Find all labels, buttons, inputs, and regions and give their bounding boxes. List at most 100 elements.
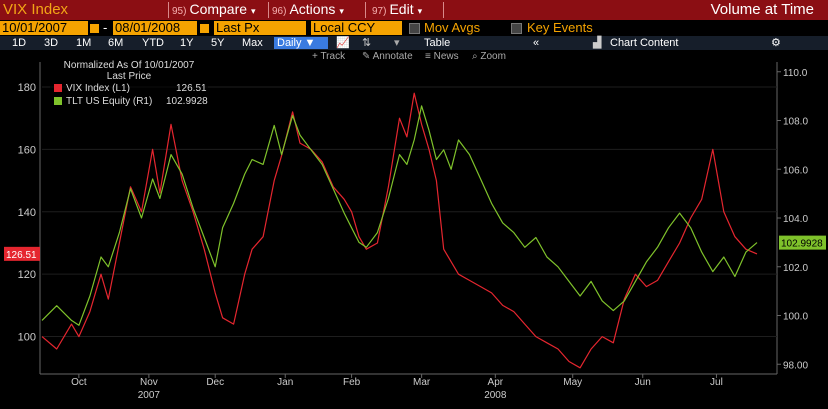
chart-content-icon: ▟ bbox=[593, 37, 602, 49]
price-field-select[interactable]: Last Px bbox=[214, 21, 306, 35]
series-lines bbox=[41, 92, 758, 369]
legend-vix-row[interactable]: VIX Index (L1) 126.51 bbox=[54, 83, 207, 94]
x-tick-label: Oct bbox=[71, 377, 87, 388]
end-date-field[interactable]: 08/01/2008 bbox=[113, 21, 197, 35]
year-label: 2008 bbox=[484, 390, 507, 401]
period-1y[interactable]: 1Y bbox=[180, 37, 194, 49]
volume-at-time-label[interactable]: Volume at Time bbox=[710, 1, 814, 18]
start-date-field[interactable]: 10/01/2007 bbox=[0, 21, 88, 35]
caret-down-icon[interactable]: ▾ bbox=[394, 37, 400, 49]
caret-down-icon: ▼ bbox=[304, 37, 316, 49]
tlt-last-badge bbox=[779, 235, 826, 250]
edit-menu-label: Edit bbox=[389, 1, 414, 17]
date-separator: - bbox=[103, 20, 108, 35]
tools-bar: + Track ✎ Annotate ≡ News ⌕ Zoom bbox=[0, 50, 828, 64]
legend-vix-label: VIX Index (L1) bbox=[66, 83, 130, 94]
legend-price-label: Last Price bbox=[106, 71, 152, 82]
chart-content-button[interactable]: Chart Content bbox=[610, 37, 679, 49]
track-tool[interactable]: + Track bbox=[312, 51, 346, 62]
axis-ticks: 100 120 140 160 180 98.00 100.0 102.0 104.0 106.0… bbox=[18, 68, 809, 401]
vix-last-badge bbox=[4, 246, 40, 261]
compare-menu-label: Compare bbox=[189, 1, 248, 17]
caret-down-icon: ▾ bbox=[339, 6, 344, 16]
frequency-select[interactable]: Daily ▼ bbox=[274, 37, 328, 49]
legend-tlt-row[interactable]: TLT US Equity (R1) 102.9928 bbox=[54, 96, 208, 107]
x-tick-label: Mar bbox=[413, 377, 431, 388]
legend-swatch bbox=[54, 97, 62, 105]
calendar-icon[interactable] bbox=[199, 23, 210, 34]
collapse-icon[interactable]: « bbox=[533, 37, 540, 49]
divider bbox=[443, 2, 444, 18]
y-left-tick-label: 160 bbox=[18, 144, 36, 156]
menu-number: 96) bbox=[272, 6, 287, 17]
vix-last-value: 126.51 bbox=[6, 250, 37, 261]
period-1m[interactable]: 1M bbox=[76, 37, 92, 49]
x-tick-label: Apr bbox=[488, 377, 504, 388]
zoom-tool[interactable]: ⌕ Zoom bbox=[472, 51, 506, 62]
y-right-tick-label: 102.0 bbox=[783, 263, 808, 274]
track-label: Track bbox=[320, 51, 346, 62]
year-label: 2007 bbox=[138, 390, 161, 401]
caret-down-icon: ▾ bbox=[417, 6, 423, 16]
legend: Normalized As Of 10/01/2007 Last Price V… bbox=[50, 59, 208, 113]
x-tick-label: Jan bbox=[277, 377, 293, 388]
actions-menu-label: Actions bbox=[289, 1, 336, 17]
y-left-tick-label: 180 bbox=[18, 82, 36, 94]
divider bbox=[365, 2, 366, 18]
gear-icon[interactable]: ⚙ bbox=[771, 37, 781, 49]
currency-select[interactable]: Local CCY bbox=[311, 21, 402, 35]
annotate-tool[interactable]: ✎ Annotate bbox=[362, 51, 413, 62]
x-tick-label: Jul bbox=[710, 377, 723, 388]
period-5y[interactable]: 5Y bbox=[211, 37, 225, 49]
mov-avgs-checkbox[interactable] bbox=[409, 23, 420, 34]
y-right-tick-label: 100.0 bbox=[783, 312, 808, 323]
divider bbox=[268, 2, 269, 18]
menu-number: 97) bbox=[372, 6, 387, 17]
key-events-label: Key Events bbox=[527, 20, 593, 35]
last-value-badges: 126.51 102.9928 bbox=[4, 235, 826, 261]
x-tick-label: Feb bbox=[343, 377, 361, 388]
news-tool[interactable]: ≡ News bbox=[425, 51, 459, 62]
security-title[interactable]: VIX Index bbox=[3, 1, 69, 18]
compare-menu[interactable]: 95) Compare ▾ bbox=[172, 1, 256, 17]
actions-menu[interactable]: 96) Actions ▾ bbox=[272, 1, 344, 17]
header-bar: VIX Index 95) Compare ▾ 96) Actions ▾ 97) Edi… bbox=[0, 0, 828, 20]
y-right-tick-label: 110.0 bbox=[783, 68, 808, 79]
y-right-tick-label: 98.00 bbox=[783, 360, 808, 371]
mov-avgs-label: Mov Avgs bbox=[424, 20, 481, 35]
annotate-label: Annotate bbox=[372, 51, 413, 62]
x-tick-label: Dec bbox=[206, 377, 224, 388]
line-chart-icon[interactable]: 📈 bbox=[336, 37, 350, 49]
legend-normalized-label: Normalized As Of 10/01/2007 bbox=[63, 60, 195, 71]
divider bbox=[168, 2, 169, 18]
x-tick-label: Jun bbox=[635, 377, 651, 388]
y-left-tick-label: 100 bbox=[18, 332, 36, 344]
y-right-tick-label: 108.0 bbox=[783, 117, 808, 128]
tlt-series-line bbox=[41, 105, 758, 326]
key-events-checkbox[interactable] bbox=[511, 23, 522, 34]
tlt-last-value: 102.9928 bbox=[781, 239, 823, 250]
period-ytd[interactable]: YTD bbox=[142, 37, 164, 49]
period-bar: 1D 3D 1M 6M YTD 1Y 5Y Max Daily ▼ 📈 ⇅ ▾ … bbox=[0, 36, 828, 50]
legend-swatch bbox=[54, 84, 62, 92]
legend-vix-value: 126.51 bbox=[176, 83, 207, 94]
calendar-icon[interactable] bbox=[89, 23, 100, 34]
period-3d[interactable]: 3D bbox=[44, 37, 59, 49]
x-tick-label: Nov bbox=[140, 377, 158, 388]
period-1d[interactable]: 1D bbox=[12, 37, 27, 49]
period-max[interactable]: Max bbox=[242, 37, 263, 49]
controls-bar: 10/01/2007 - 08/01/2008 Last Px Local CC… bbox=[0, 20, 828, 36]
y-right-tick-label: 104.0 bbox=[783, 214, 808, 225]
news-label: News bbox=[433, 51, 459, 62]
chart-type-icon[interactable]: ⇅ bbox=[362, 37, 372, 49]
table-button[interactable]: Table bbox=[424, 37, 451, 49]
period-6m[interactable]: 6M bbox=[108, 37, 124, 49]
y-right-tick-label: 106.0 bbox=[783, 165, 808, 176]
y-left-tick-label: 140 bbox=[18, 207, 36, 219]
y-left-tick-label: 120 bbox=[18, 269, 36, 281]
zoom-label: Zoom bbox=[480, 51, 506, 62]
edit-menu[interactable]: 97) Edit ▾ bbox=[372, 1, 422, 17]
menu-number: 95) bbox=[172, 6, 187, 17]
caret-down-icon: ▾ bbox=[251, 6, 256, 16]
